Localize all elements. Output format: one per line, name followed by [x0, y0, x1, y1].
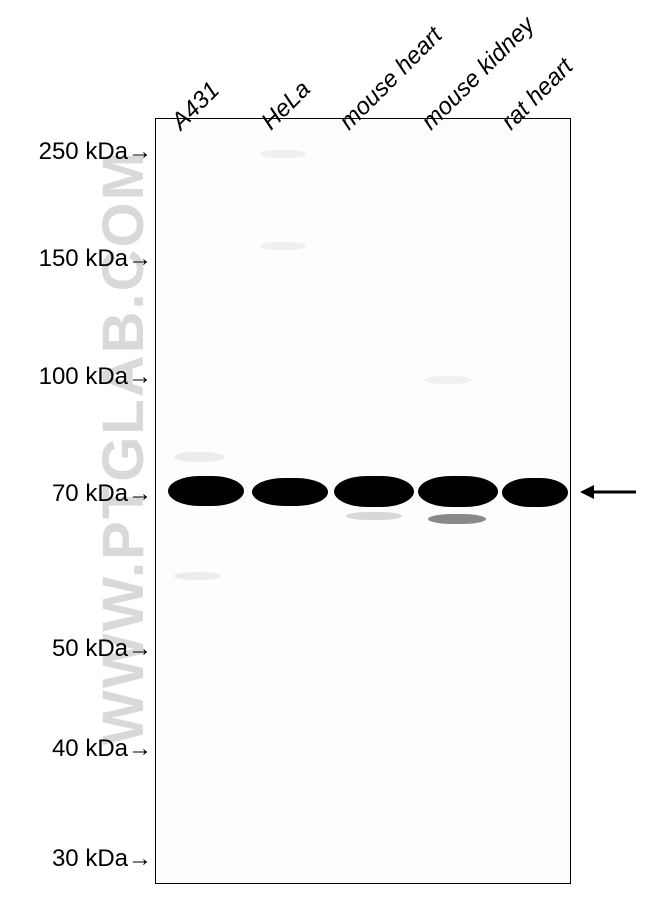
mw-text: 50 kDa: [52, 635, 128, 662]
western-blot-figure: WWW.PTGLAB.COM A431 HeLa mouse heart mou…: [0, 0, 650, 903]
band-lane1-main: [168, 476, 244, 506]
mw-text: 250 kDa: [39, 138, 128, 165]
faint-mark: [424, 376, 472, 384]
arrow-right-icon: →: [128, 845, 152, 873]
faint-mark: [260, 150, 306, 158]
band-lane4-secondary: [428, 514, 486, 524]
mw-text: 100 kDa: [39, 363, 128, 390]
band-lane2-main: [252, 478, 328, 506]
faint-mark: [174, 572, 220, 580]
mw-label-70: 70 kDa→: [52, 480, 152, 508]
band-lane3-secondary: [346, 512, 402, 520]
mw-text: 70 kDa: [52, 480, 128, 507]
faint-mark: [174, 452, 224, 462]
mw-text: 30 kDa: [52, 845, 128, 872]
arrow-right-icon: →: [128, 138, 152, 166]
mw-label-250: 250 kDa→: [39, 138, 152, 166]
arrow-right-icon: →: [128, 735, 152, 763]
mw-label-40: 40 kDa→: [52, 735, 152, 763]
mw-label-50: 50 kDa→: [52, 635, 152, 663]
target-arrow-icon: [578, 482, 638, 502]
faint-mark: [260, 242, 306, 250]
arrow-right-icon: →: [128, 363, 152, 391]
band-lane4-main: [418, 476, 498, 507]
mw-label-150: 150 kDa→: [39, 245, 152, 273]
mw-text: 150 kDa: [39, 245, 128, 272]
mw-label-100: 100 kDa→: [39, 363, 152, 391]
arrow-right-icon: →: [128, 245, 152, 273]
mw-label-30: 30 kDa→: [52, 845, 152, 873]
band-lane3-main: [334, 476, 414, 507]
arrow-right-icon: →: [128, 480, 152, 508]
mw-text: 40 kDa: [52, 735, 128, 762]
band-lane5-main: [502, 478, 568, 507]
arrow-right-icon: →: [128, 635, 152, 663]
